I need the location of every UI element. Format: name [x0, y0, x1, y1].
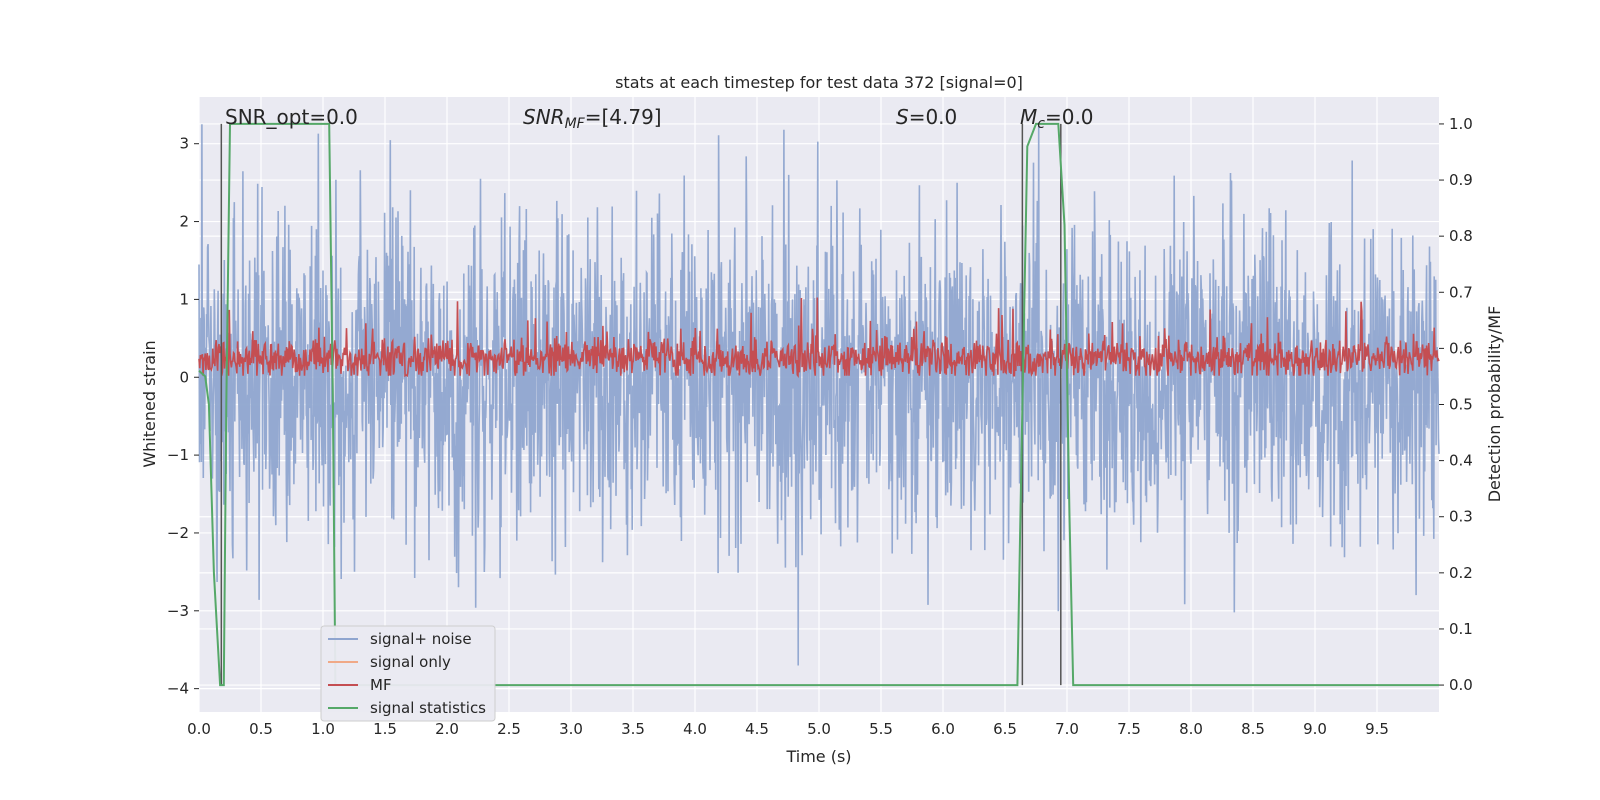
s-value: =0.0	[909, 105, 958, 129]
annotation-s: S=0.0	[896, 105, 957, 129]
mf-line	[198, 297, 1440, 378]
x-tick-label: 0.5	[249, 720, 273, 738]
snr-mf-subscript: MF	[565, 116, 586, 132]
legend: signal+ noise signal only MF signal stat…	[320, 625, 496, 722]
y2-tick-label: 0.3	[1449, 508, 1473, 526]
x-tick-label: 9.0	[1303, 720, 1327, 738]
y-tick-label: 0	[179, 368, 189, 386]
y-tick-label: −1	[167, 446, 189, 464]
legend-label-signal-statistics: signal statistics	[370, 699, 486, 717]
x-tick-label: 3.5	[621, 720, 645, 738]
y2-tick-label: 0.9	[1449, 171, 1473, 189]
x-tick-label: 7.5	[1117, 720, 1141, 738]
tick-labels: 0.0 0.5 1.0 1.5 2.0 2.5 3.0 3.5 4.0 4.5 5.0 5.5 6.0 6…	[167, 115, 1473, 738]
y-tick-label: −3	[167, 602, 189, 620]
y2-tick-label: 0.7	[1449, 283, 1473, 301]
annotation-snr-opt: SNR_opt=0.0	[225, 105, 358, 129]
annotation-mc: Mc=0.0	[1020, 105, 1094, 132]
chart-title: stats at each timestep for test data 372…	[615, 73, 1023, 92]
y2-tick-label: 0.8	[1449, 227, 1473, 245]
snr-mf-symbol: SNR	[523, 105, 565, 129]
x-tick-label: 0.0	[187, 720, 211, 738]
y2-tick-label: 0.1	[1449, 620, 1473, 638]
signal-noise-line	[198, 124, 1440, 666]
y-axis-label: Whitened strain	[140, 340, 159, 467]
x-tick-label: 5.0	[807, 720, 831, 738]
y2-tick-label: 0.2	[1449, 564, 1473, 582]
y-tick-label: −2	[167, 524, 189, 542]
x-tick-label: 7.0	[1055, 720, 1079, 738]
x-tick-label: 1.5	[373, 720, 397, 738]
x-tick-label: 8.5	[1241, 720, 1265, 738]
x-tick-label: 8.0	[1179, 720, 1203, 738]
y2-tick-label: 0.4	[1449, 452, 1473, 470]
snr-mf-value: =[4.79]	[585, 105, 662, 129]
legend-label-mf: MF	[370, 676, 392, 694]
y-tick-label: −4	[167, 680, 189, 698]
x-tick-label: 2.5	[497, 720, 521, 738]
y2-tick-label: 1.0	[1449, 115, 1473, 133]
s-symbol: S	[896, 105, 909, 129]
y-tick-label: 3	[179, 135, 189, 153]
mc-value: =0.0	[1045, 105, 1094, 129]
x-tick-label: 3.0	[559, 720, 583, 738]
y2-tick-label: 0.5	[1449, 396, 1473, 414]
y2-axis-label: Detection probability/MF	[1485, 306, 1504, 503]
y-tick-label: 1	[179, 290, 189, 308]
y2-tick-label: 0.0	[1449, 676, 1473, 694]
x-axis-label: Time (s)	[785, 747, 851, 766]
annotation-snr-mf: SNRMF=[4.79]	[523, 105, 662, 132]
x-tick-label: 1.0	[311, 720, 335, 738]
legend-label-signal-noise: signal+ noise	[370, 630, 472, 648]
mc-subscript: c	[1037, 116, 1045, 132]
x-tick-label: 9.5	[1365, 720, 1389, 738]
series-signal-noise	[198, 124, 1440, 666]
y2-tick-label: 0.6	[1449, 339, 1473, 357]
x-tick-label: 4.5	[745, 720, 769, 738]
x-tick-label: 5.5	[869, 720, 893, 738]
y-tick-label: 2	[179, 213, 189, 231]
legend-label-signal-only: signal only	[370, 653, 451, 671]
x-tick-label: 6.0	[931, 720, 955, 738]
x-tick-label: 6.5	[993, 720, 1017, 738]
legend-box	[320, 625, 496, 722]
series-mf	[198, 297, 1440, 378]
mc-symbol: M	[1020, 105, 1037, 129]
x-tick-label: 4.0	[683, 720, 707, 738]
x-tick-label: 2.0	[435, 720, 459, 738]
